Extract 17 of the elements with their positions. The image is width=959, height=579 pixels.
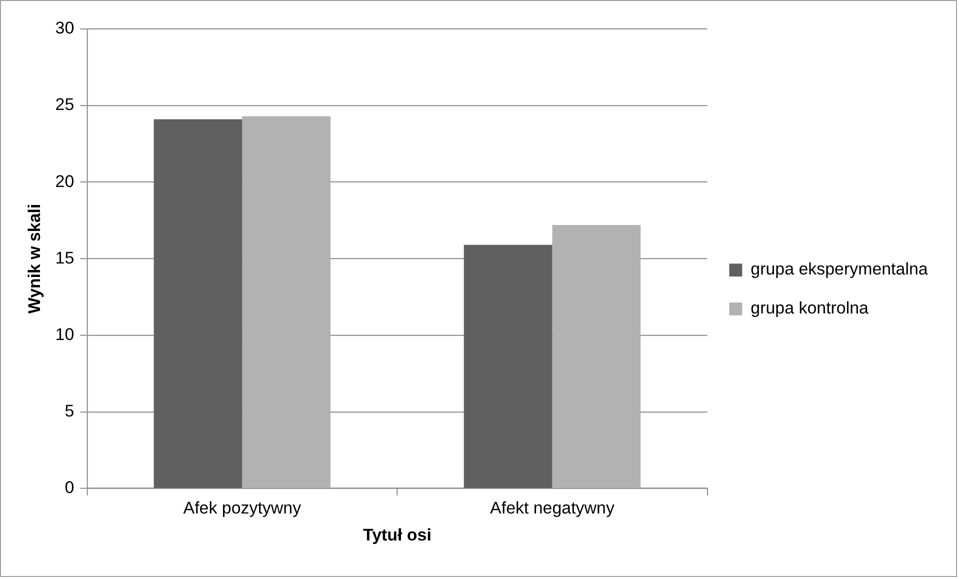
bar — [154, 119, 242, 488]
bar — [464, 244, 552, 488]
bar — [242, 116, 331, 488]
y-tick-label: 25 — [55, 95, 74, 114]
y-tick-label: 10 — [55, 324, 74, 344]
legend-label: grupa eksperymentalna — [750, 260, 928, 279]
x-tick-label: Afekt negatywny — [490, 498, 615, 518]
x-tick-label: Afek pozytywny — [183, 498, 302, 518]
y-tick-label: 15 — [55, 248, 74, 268]
y-tick-label: 0 — [64, 478, 74, 498]
legend-label: grupa kontrolna — [750, 298, 870, 318]
y-tick-label: 30 — [55, 18, 74, 38]
bar — [552, 225, 641, 488]
x-axis-title: Tytuł osi — [362, 526, 432, 545]
y-axis-title: Wynik w skali — [24, 204, 44, 314]
y-tick-label: 5 — [64, 402, 74, 421]
y-tick-label: 20 — [55, 172, 74, 191]
